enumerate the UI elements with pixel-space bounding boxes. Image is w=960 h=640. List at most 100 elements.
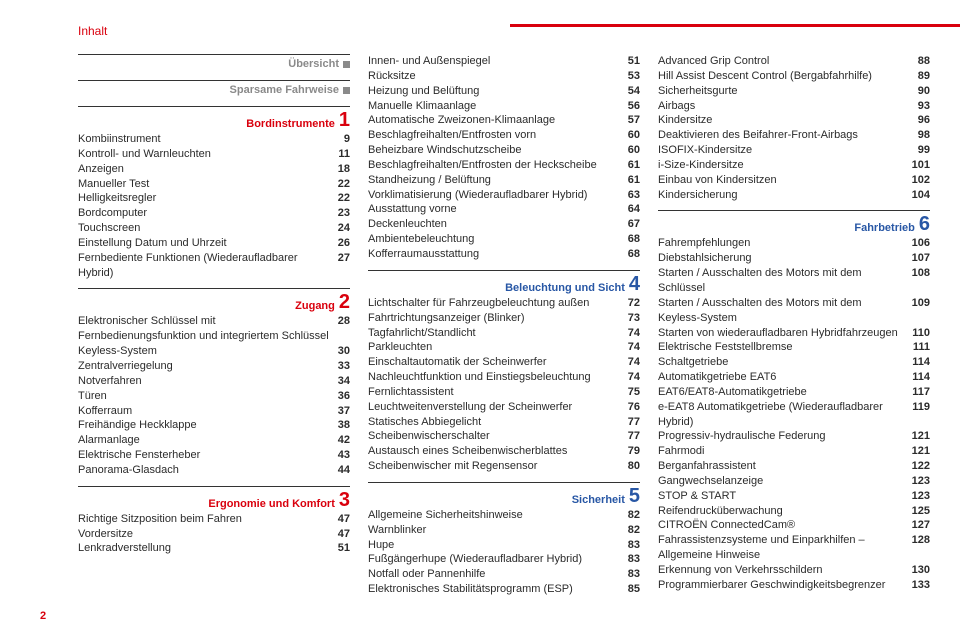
- toc-entry: Vorklimatisierung (Wiederaufladbarer Hyb…: [368, 188, 640, 203]
- toc-entry-page: 109: [912, 296, 930, 311]
- toc-entry: Starten / Ausschalten des Motors mit dem…: [658, 296, 930, 326]
- toc-entry-label: Panorama-Glasdach: [78, 463, 338, 478]
- toc-entry-page: 47: [338, 527, 350, 542]
- toc-entry: Austausch eines Scheibenwischerblattes79: [368, 444, 640, 459]
- toc-section-header: Beleuchtung und Sicht4: [368, 270, 640, 294]
- toc-entry-page: 77: [628, 429, 640, 444]
- toc-entry-page: 117: [912, 385, 930, 400]
- toc-entry-page: 44: [338, 463, 350, 478]
- toc-entry-page: 128: [912, 533, 930, 548]
- toc-entry: Kontroll- und Warnleuchten11: [78, 147, 350, 162]
- toc-entry-page: 74: [628, 370, 640, 385]
- section-label: Beleuchtung und Sicht4: [368, 274, 640, 294]
- toc-entry: EAT6/EAT8-Automatikgetriebe117: [658, 385, 930, 400]
- section-number: 3: [339, 490, 350, 510]
- toc-entry: Sicherheitsgurte90: [658, 84, 930, 99]
- toc-entry: Beschlagfreihalten/Entfrosten vorn60: [368, 128, 640, 143]
- section-square-icon: [343, 87, 350, 94]
- section-label: Sparsame Fahrweise: [78, 84, 350, 96]
- header-title: Inhalt: [78, 24, 107, 38]
- toc-entry-label: Vorklimatisierung (Wiederaufladbarer Hyb…: [368, 188, 628, 203]
- toc-entry-label: Richtige Sitzposition beim Fahren: [78, 512, 338, 527]
- toc-entry-page: 73: [628, 311, 640, 326]
- toc-entry: e-EAT8 Automatikgetriebe (Wiederaufladba…: [658, 400, 930, 430]
- toc-entry-page: 33: [338, 359, 350, 374]
- toc-entry: Manuelle Klimaanlage56: [368, 99, 640, 114]
- section-rule: [78, 288, 350, 289]
- toc-entry-label: Parkleuchten: [368, 340, 628, 355]
- section-title: Ergonomie und Komfort: [208, 498, 335, 510]
- section-title: Sparsame Fahrweise: [230, 84, 339, 96]
- toc-entry-label: Erkennung von Verkehrsschildern: [658, 563, 912, 578]
- toc-entry-label: Allgemeine Sicherheitshinweise: [368, 508, 628, 523]
- page-number: 2: [40, 610, 46, 622]
- toc-entry-label: Starten von wiederaufladbaren Hybridfahr…: [658, 326, 912, 341]
- toc-entry-label: Fahrtrichtungsanzeiger (Blinker): [368, 311, 628, 326]
- toc-entry-page: 107: [912, 251, 930, 266]
- section-rule: [78, 54, 350, 55]
- toc-entry: Fernlichtassistent75: [368, 385, 640, 400]
- toc-entry-page: 36: [338, 389, 350, 404]
- toc-entry: Alarmanlage42: [78, 433, 350, 448]
- toc-entry-page: 60: [628, 128, 640, 143]
- toc-entry-page: 77: [628, 415, 640, 430]
- toc-entry-page: 42: [338, 433, 350, 448]
- toc-entry-label: Elektronisches Stabilitätsprogramm (ESP): [368, 582, 628, 597]
- toc-entry: Panorama-Glasdach44: [78, 463, 350, 478]
- toc-entry-label: Rücksitze: [368, 69, 628, 84]
- toc-column: Innen- und Außenspiegel51Rücksitze53Heiz…: [368, 54, 640, 600]
- section-label: Zugang2: [78, 292, 350, 312]
- toc-entry: Fahrassistenzsysteme und Einparkhilfen –…: [658, 533, 930, 563]
- toc-entry: Lenkradverstellung51: [78, 541, 350, 556]
- toc-entry-label: Einstellung Datum und Uhrzeit: [78, 236, 338, 251]
- toc-entry-page: 108: [912, 266, 930, 281]
- toc-entry-label: Notfall oder Pannenhilfe: [368, 567, 628, 582]
- toc-section-header: Bordinstrumente1: [78, 106, 350, 130]
- toc-entry-label: Notverfahren: [78, 374, 338, 389]
- toc-entry-page: 63: [628, 188, 640, 203]
- toc-section-header: Sparsame Fahrweise: [78, 80, 350, 96]
- toc-entry-page: 28: [338, 314, 350, 329]
- toc-entry-page: 34: [338, 374, 350, 389]
- toc-entry: Heizung und Belüftung54: [368, 84, 640, 99]
- toc-entry-page: 83: [628, 552, 640, 567]
- toc-entry: Fußgängerhupe (Wiederaufladbarer Hybrid)…: [368, 552, 640, 567]
- toc-entry-page: 30: [338, 344, 350, 359]
- toc-entry-label: Türen: [78, 389, 338, 404]
- toc-entry: Scheibenwischerschalter77: [368, 429, 640, 444]
- toc-entry-page: 11: [338, 147, 350, 162]
- toc-entry: Vordersitze47: [78, 527, 350, 542]
- toc-entry: Standheizung / Belüftung61: [368, 173, 640, 188]
- toc-entry-page: 110: [912, 326, 930, 341]
- toc-entry-page: 101: [912, 158, 930, 173]
- toc-entry-label: Gangwechselanzeige: [658, 474, 912, 489]
- toc-entry-label: Hupe: [368, 538, 628, 553]
- toc-entry: Airbags93: [658, 99, 930, 114]
- toc-entry-page: 24: [338, 221, 350, 236]
- toc-entry-label: Fernlichtassistent: [368, 385, 628, 400]
- toc-columns: ÜbersichtSparsame FahrweiseBordinstrumen…: [78, 54, 930, 600]
- toc-entry: Ausstattung vorne64: [368, 202, 640, 217]
- toc-entry-page: 93: [918, 99, 930, 114]
- toc-entry: Scheibenwischer mit Regensensor80: [368, 459, 640, 474]
- toc-entry-page: 75: [628, 385, 640, 400]
- toc-entry-page: 79: [628, 444, 640, 459]
- toc-entry-page: 123: [912, 489, 930, 504]
- toc-section-header: Zugang2: [78, 288, 350, 312]
- toc-entry-page: 64: [628, 202, 640, 217]
- toc-entry: Warnblinker82: [368, 523, 640, 538]
- section-label: Ergonomie und Komfort 3: [78, 490, 350, 510]
- toc-entry: Berganfahrassistent122: [658, 459, 930, 474]
- toc-entry-page: 125: [912, 504, 930, 519]
- toc-entry: CITROËN ConnectedCam®127: [658, 518, 930, 533]
- toc-entry-label: Heizung und Belüftung: [368, 84, 628, 99]
- toc-entry-page: 102: [912, 173, 930, 188]
- toc-entry-page: 27: [338, 251, 350, 266]
- toc-entry-label: Elektrische Feststellbremse: [658, 340, 913, 355]
- toc-entry-label: Diebstahlsicherung: [658, 251, 912, 266]
- toc-entry: Bordcomputer23: [78, 206, 350, 221]
- toc-entry-page: 106: [912, 236, 930, 251]
- toc-entry-page: 89: [918, 69, 930, 84]
- toc-entry-label: Alarmanlage: [78, 433, 338, 448]
- section-rule: [78, 106, 350, 107]
